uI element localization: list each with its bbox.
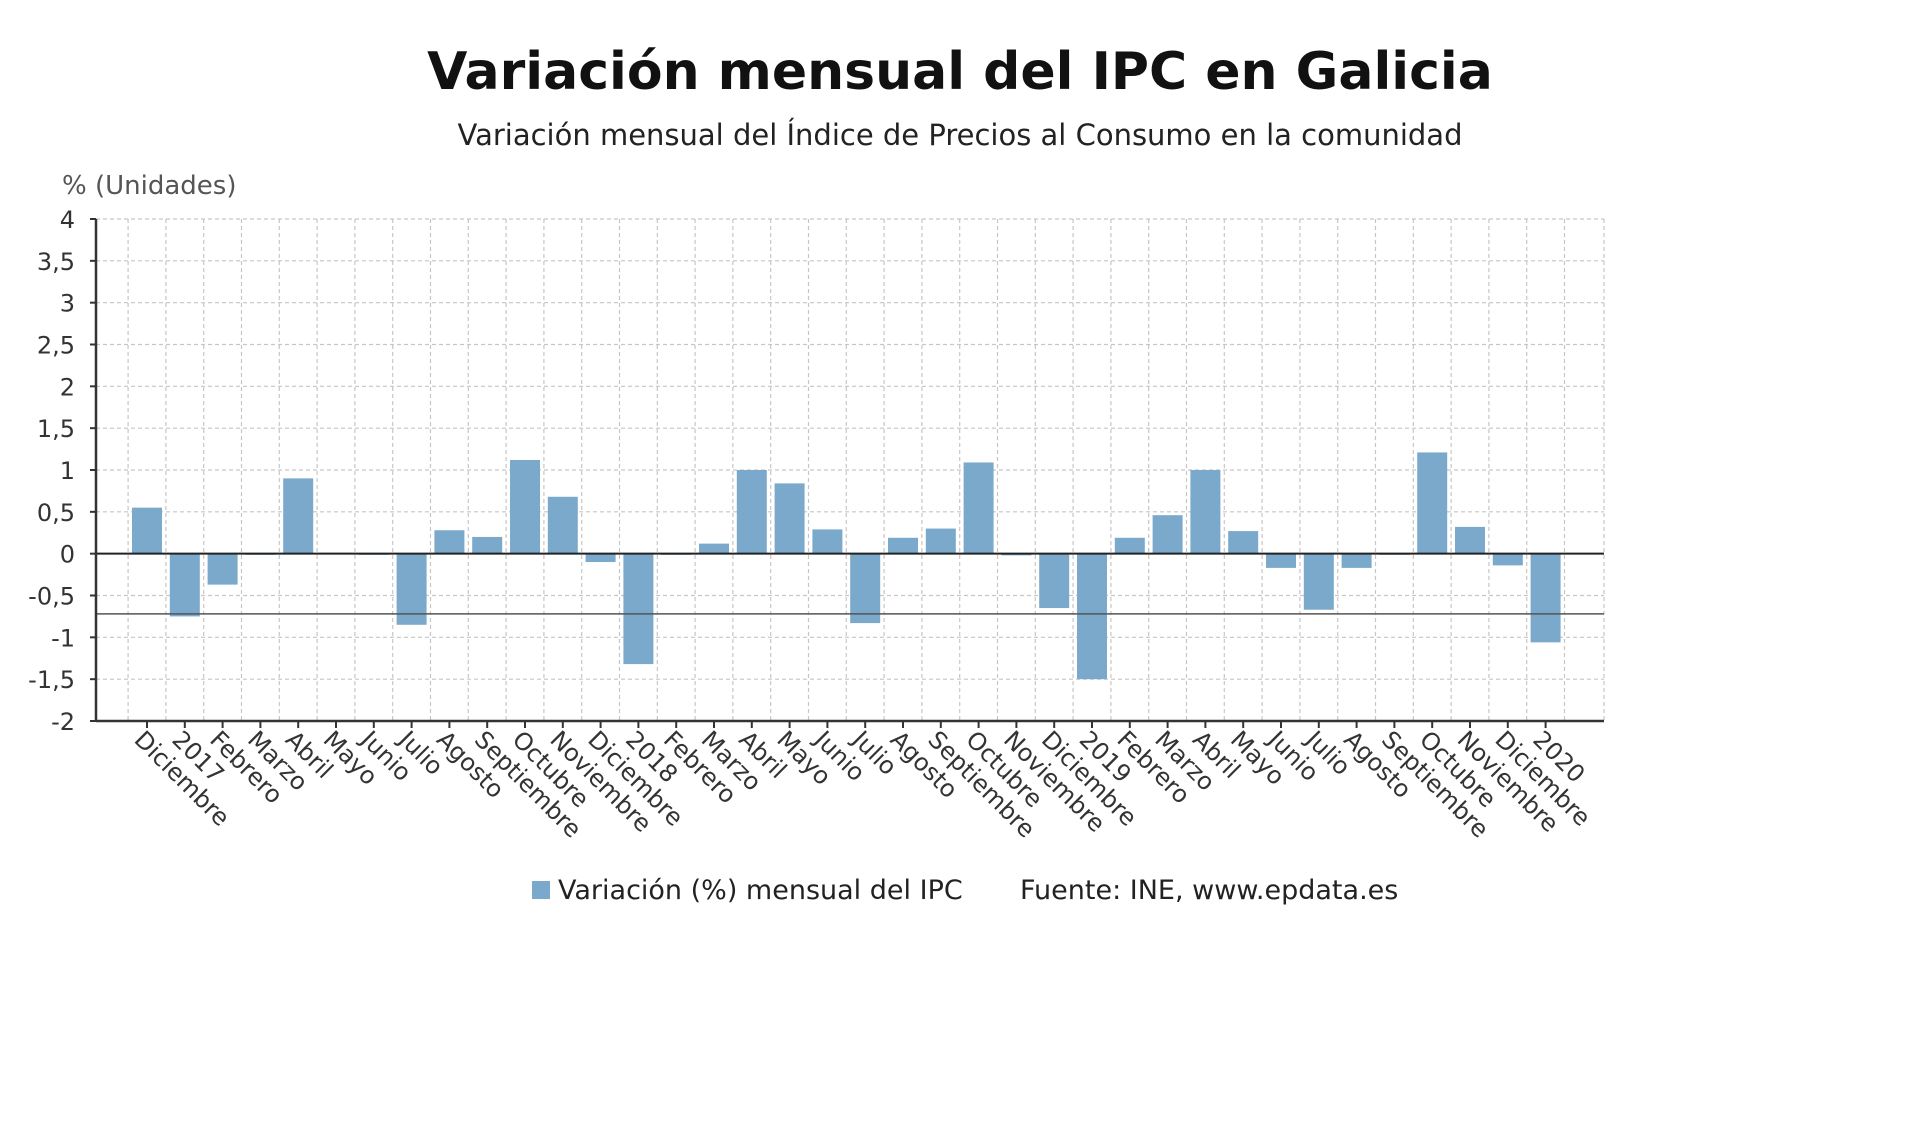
y-tick-label: 3,5 — [37, 248, 75, 276]
chart-subtitle: Variación mensual del Índice de Precios … — [457, 118, 1463, 152]
bar — [169, 553, 200, 617]
y-tick-label: -1 — [51, 624, 75, 652]
bar — [1266, 553, 1296, 568]
bar — [1039, 553, 1070, 609]
source-label: Fuente: INE, www.epdata.es — [1020, 875, 1398, 906]
bar — [888, 537, 918, 554]
bar — [1303, 553, 1334, 610]
bar — [850, 553, 881, 624]
y-tick-label: 1 — [60, 457, 75, 485]
bar — [207, 553, 238, 585]
y-tick-label: 3 — [60, 290, 75, 318]
y-tick-label: 0 — [60, 541, 75, 569]
y-tick-labels: -2 -1,5 -1 -0,5 0 0,5 1 1,5 2 2,5 3 3,5 4 — [28, 206, 75, 736]
bar — [1455, 526, 1485, 554]
grid-lines — [96, 218, 1605, 721]
chart-title: Variación mensual del IPC en Galicia — [427, 42, 1493, 102]
bar — [1530, 553, 1561, 643]
bar — [623, 553, 654, 665]
bar — [547, 496, 578, 554]
y-axis-label: % (Unidades) — [62, 171, 236, 201]
bar — [1152, 515, 1183, 554]
bar — [1341, 553, 1372, 568]
bar — [736, 470, 767, 554]
bar — [812, 529, 843, 554]
bar — [132, 507, 162, 554]
bar — [283, 478, 314, 554]
bar — [434, 530, 465, 554]
legend-swatch — [532, 881, 550, 899]
bar — [963, 462, 994, 554]
bar — [774, 483, 805, 554]
x-tick-labels: Diciembre2017FebreroMarzoAbrilMayoJunioJ… — [129, 724, 1596, 843]
bar — [396, 553, 427, 625]
bar — [510, 459, 540, 554]
y-tick-label: 4 — [60, 206, 75, 234]
y-tick-label: 2 — [60, 373, 75, 401]
bar — [1417, 452, 1448, 554]
bar — [1114, 537, 1145, 554]
y-tick-label: -1,5 — [28, 666, 75, 694]
y-tick-label: -2 — [51, 708, 75, 736]
y-tick-label: 2,5 — [37, 332, 75, 360]
y-tick-label: -0,5 — [28, 583, 75, 611]
y-tick-label: 1,5 — [37, 415, 75, 443]
legend-label: Variación (%) mensual del IPC — [558, 875, 963, 906]
bar — [472, 536, 503, 554]
legend: Variación (%) mensual del IPC Fuente: IN… — [532, 875, 1398, 906]
bar — [585, 553, 616, 563]
bar — [1190, 470, 1221, 554]
bar — [699, 543, 729, 554]
y-tick-label: 0,5 — [37, 499, 75, 527]
bar — [1492, 553, 1523, 566]
bar — [1228, 531, 1259, 554]
bar — [1077, 553, 1107, 680]
bar — [925, 528, 956, 554]
axes — [90, 218, 1604, 728]
